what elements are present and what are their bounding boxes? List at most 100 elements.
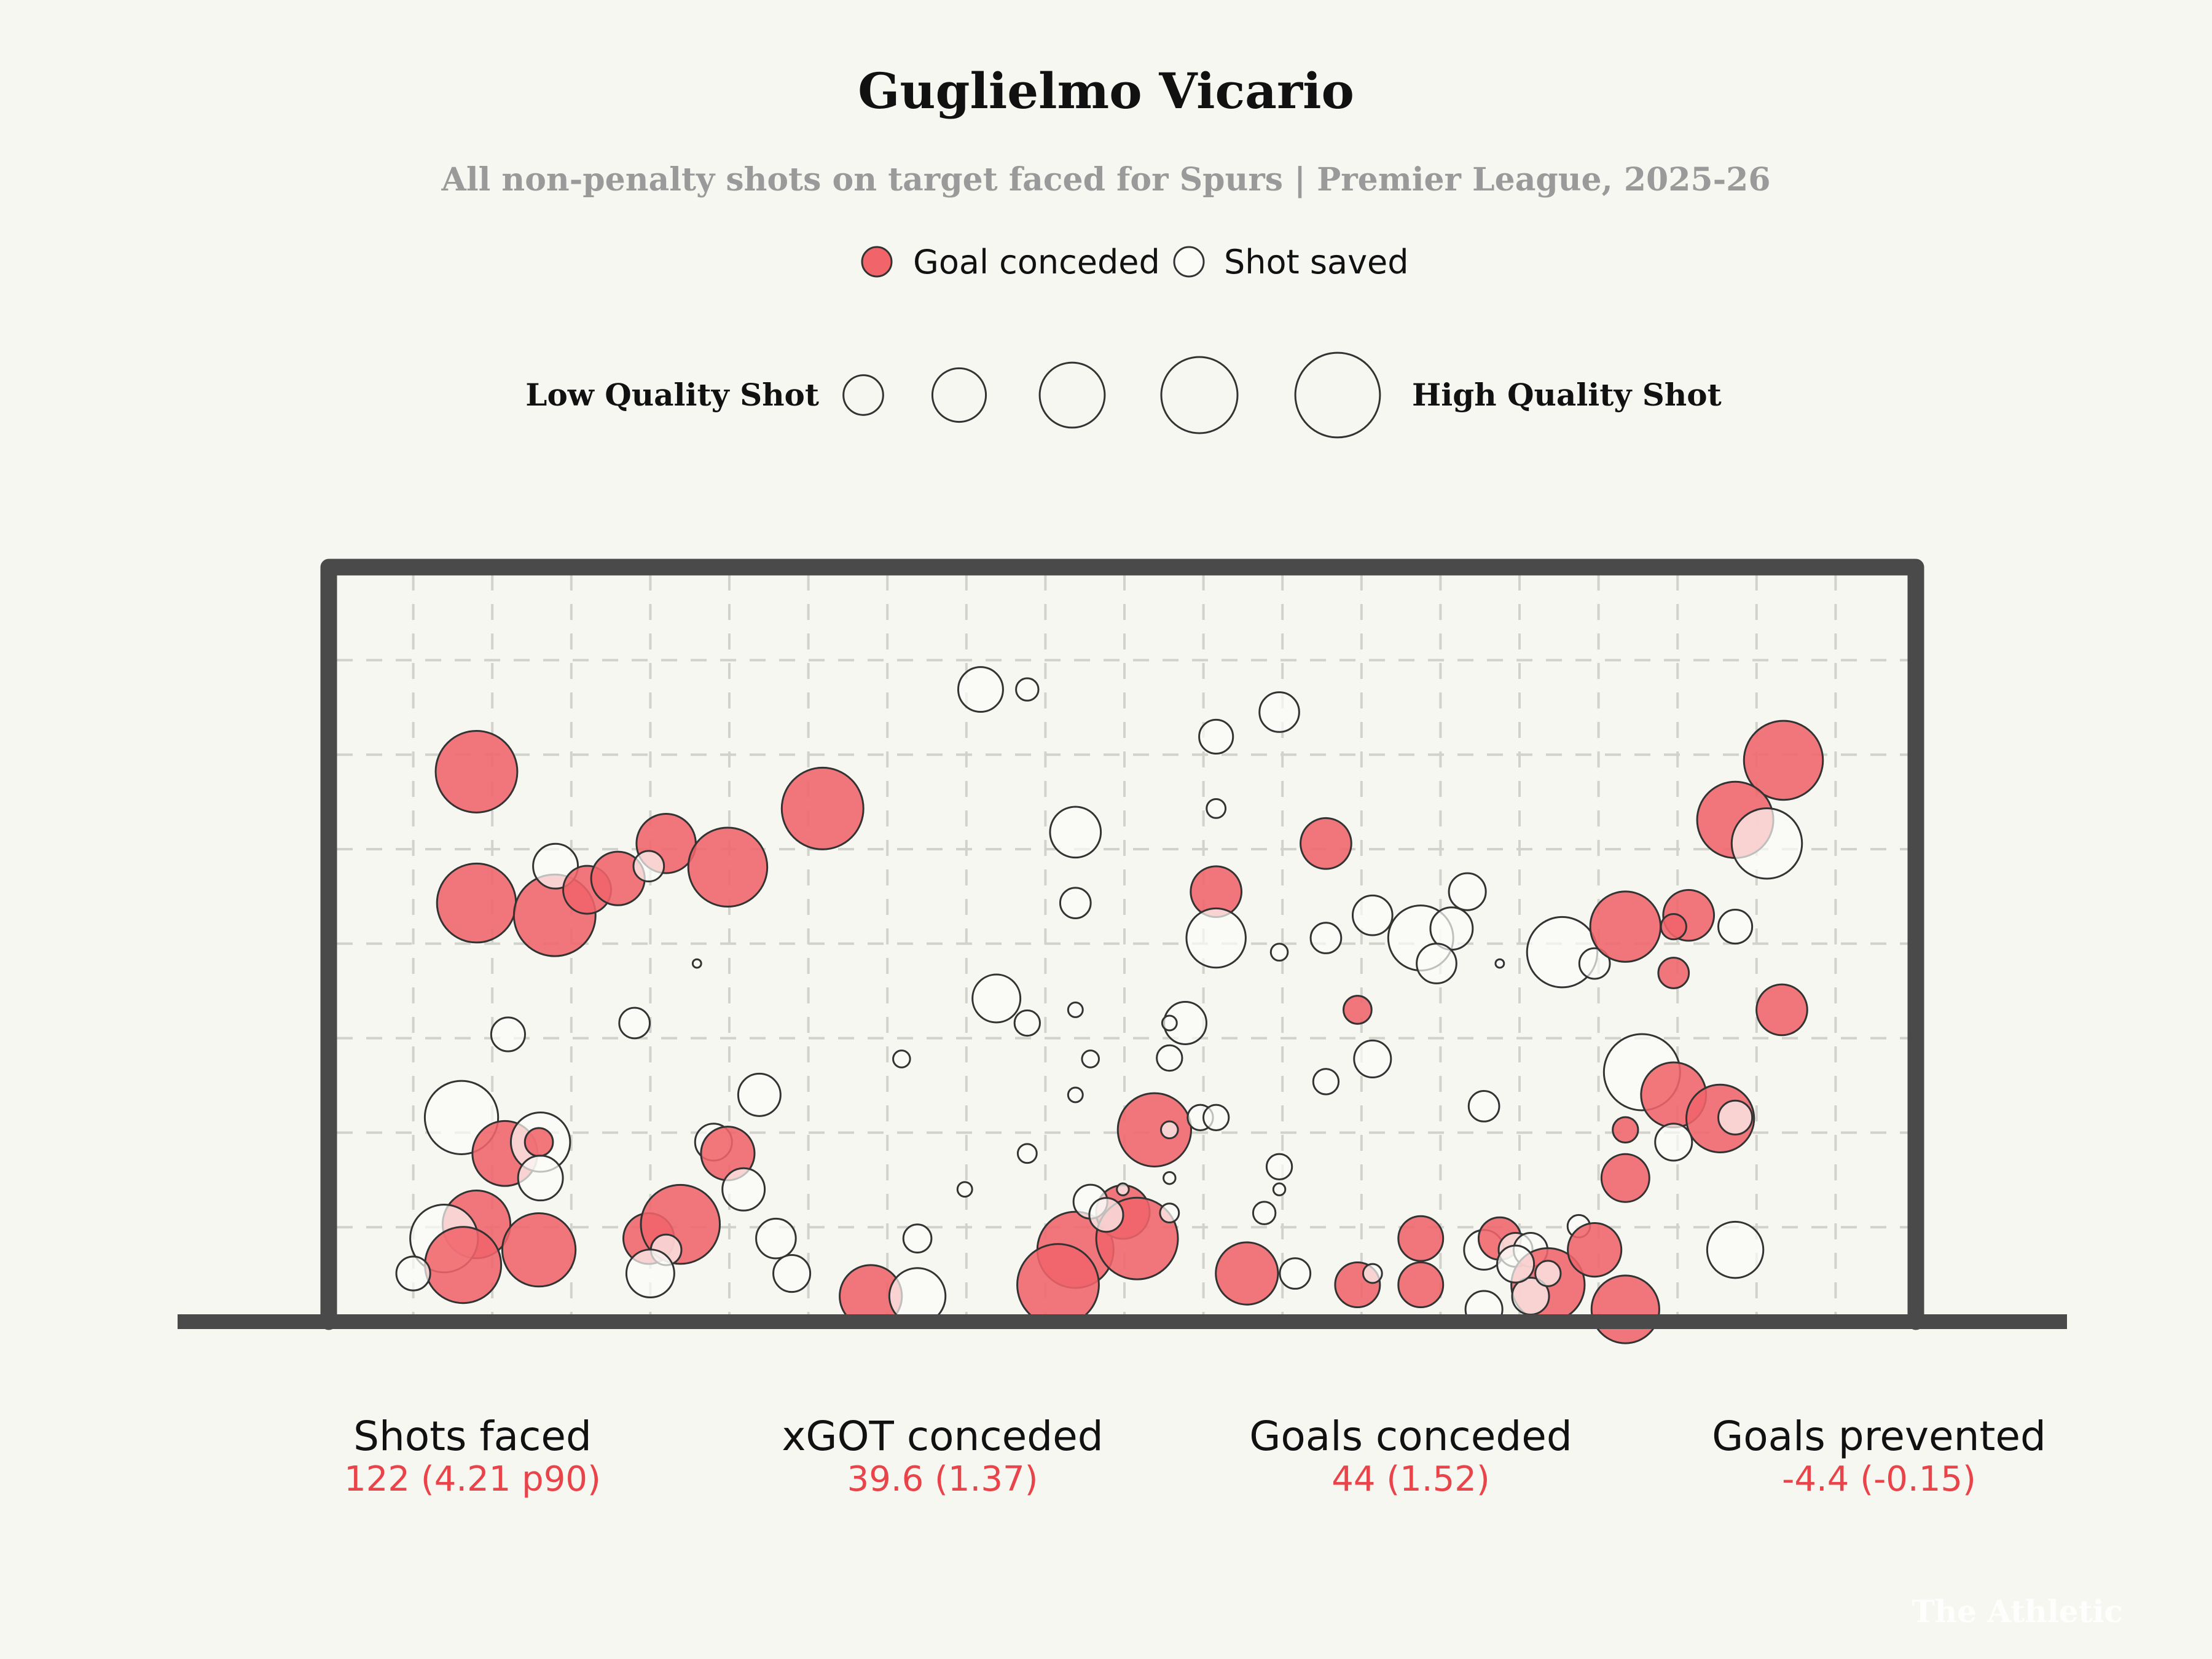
stat-goals-prevented: Goals prevented -4.4 (-0.15) (1712, 1413, 2046, 1499)
shot-saved (772, 1254, 812, 1293)
shot-saved (1258, 691, 1300, 733)
shot-saved (1494, 958, 1505, 969)
shot-saved (1206, 798, 1227, 819)
shot-saved (1016, 1143, 1038, 1164)
shot-saved (1448, 872, 1487, 911)
stat-label: xGOT conceded (782, 1413, 1103, 1460)
stats-row: Shots faced 122 (4.21 p90) xGOT conceded… (344, 1413, 2046, 1499)
shot-saved (957, 666, 1004, 713)
shot-saved (1059, 887, 1092, 920)
shot-goal-conceded (1397, 1215, 1445, 1262)
shot-saved (1013, 1009, 1041, 1037)
size-legend-circle (1160, 356, 1239, 434)
shot-saved (1265, 1153, 1293, 1180)
shot-saved (971, 973, 1022, 1024)
stat-xgot-conceded: xGOT conceded 39.6 (1.37) (782, 1413, 1103, 1499)
shot-saved (1163, 1171, 1177, 1185)
shot-saved (1353, 1039, 1392, 1078)
shot-goal-conceded (524, 1127, 554, 1158)
shot-saved (1116, 1182, 1130, 1196)
shot-saved (1706, 1220, 1765, 1279)
stat-value: 39.6 (1.37) (847, 1459, 1038, 1499)
size-legend-circle (1038, 361, 1106, 429)
shot-saved (1049, 806, 1102, 859)
shot-saved (1015, 677, 1040, 702)
shot-goal-conceded (1755, 983, 1808, 1037)
chart-subtitle: All non-penalty shots on target faced fo… (441, 161, 1770, 198)
shot-goal-conceded (1743, 720, 1824, 801)
shot-goal-conceded (1567, 1222, 1623, 1278)
shot-saved (1081, 1049, 1100, 1069)
shot-saved (1156, 1044, 1183, 1072)
shot-saved (1717, 1099, 1754, 1135)
shot-saved (1416, 943, 1457, 984)
goal-posts-and-crossbar (320, 559, 1924, 1330)
shot-saved (1534, 1260, 1562, 1287)
shot-saved (737, 1072, 782, 1117)
shot-saved (1312, 1068, 1340, 1096)
shot-goal-conceded (1300, 817, 1352, 870)
shot-saved (1252, 1201, 1277, 1225)
shot-goal-conceded (687, 826, 769, 908)
shot-saved (892, 1049, 911, 1069)
goal-frame (178, 559, 2067, 1330)
shot-goal-conceded (434, 729, 519, 814)
shot-goal-conceded (780, 766, 865, 850)
stat-value: -4.4 (-0.15) (1782, 1459, 1976, 1499)
shot-saved (1067, 1002, 1084, 1018)
shot-saved (691, 958, 702, 969)
legend-goal-label: Goal conceded (913, 243, 1160, 281)
shot-goal-conceded (1215, 1241, 1279, 1306)
shot-goal-conceded (1590, 1274, 1660, 1344)
shot-saved (1654, 1123, 1693, 1162)
stat-label: Goals prevented (1712, 1413, 2046, 1460)
shot-saved (1185, 907, 1247, 969)
size-legend-circle (1294, 351, 1381, 439)
stat-label: Goals conceded (1249, 1413, 1572, 1460)
stat-shots-faced: Shots faced 122 (4.21 p90) (344, 1413, 601, 1499)
shot-goal-conceded (1397, 1261, 1445, 1308)
shot-goal-conceded (1116, 1092, 1193, 1167)
shot-goal-conceded (1589, 890, 1662, 963)
shot-saved (395, 1255, 431, 1292)
shot-goal-conceded (1657, 957, 1690, 989)
shot-saved (1717, 909, 1754, 945)
size-legend-low-label: Low Quality Shot (525, 377, 819, 413)
stat-goals-conceded: Goals conceded 44 (1.52) (1249, 1413, 1572, 1499)
size-legend-circle (931, 367, 987, 423)
shot-saved (1067, 1086, 1084, 1104)
shot-saved (755, 1217, 797, 1260)
shot-saved (902, 1223, 933, 1254)
shot-saved (1279, 1257, 1312, 1290)
shot-saved (1272, 1182, 1287, 1196)
the-athletic-logo: The Athletic (1912, 1593, 2123, 1630)
shot-saved (1202, 1104, 1230, 1131)
legend-saved-marker (1173, 246, 1205, 278)
shot-saved (1160, 1120, 1179, 1140)
shot-saved (1088, 1197, 1124, 1233)
shot-saved (1730, 807, 1803, 880)
shot-saved (517, 1155, 564, 1202)
color-legend: Goal conceded Shot saved (861, 243, 1409, 281)
shot-saved (490, 1016, 526, 1053)
shot-saved (721, 1167, 766, 1212)
size-legend-circle (842, 374, 884, 416)
shot-goal-conceded (1343, 995, 1373, 1025)
shot-goal-conceded (424, 1226, 503, 1304)
shot-goal-conceded (1016, 1243, 1100, 1327)
legend-goal-marker (861, 246, 893, 278)
chart-title: Guglielmo Vicario (858, 62, 1354, 120)
shot-saved (1309, 922, 1343, 954)
shot-saved (1578, 947, 1611, 980)
shot-markers (395, 666, 1824, 1344)
shot-saved (1159, 1202, 1180, 1224)
shot-saved (1362, 1263, 1383, 1284)
shot-goal-conceded (1660, 912, 1687, 941)
shot-goal-conceded (436, 862, 517, 944)
stat-value: 44 (1.52) (1332, 1459, 1489, 1499)
shot-saved (956, 1181, 973, 1198)
size-legend: Low Quality Shot High Quality Shot (525, 351, 1722, 439)
shot-saved (1467, 1089, 1500, 1123)
